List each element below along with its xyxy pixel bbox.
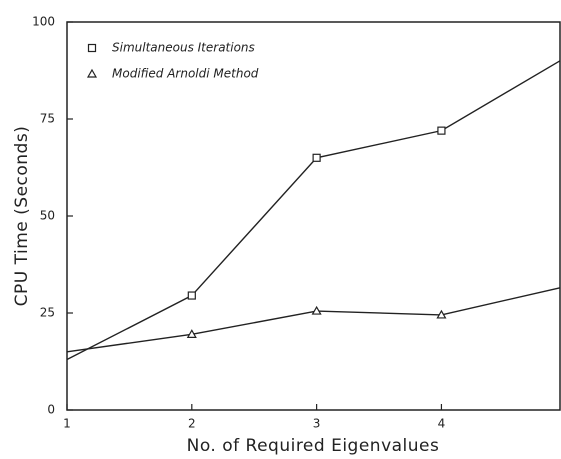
marker — [311, 305, 322, 315]
marker — [87, 43, 97, 53]
marker — [86, 68, 98, 78]
y-tick-label: 75 — [40, 112, 55, 126]
series-line — [66, 287, 561, 353]
legend-label: Simultaneous Iterations — [112, 41, 255, 55]
marker — [187, 291, 196, 300]
y-axis-title: CPU Time (Seconds) — [12, 126, 32, 307]
marker — [437, 126, 446, 135]
x-tick-label: 2 — [188, 417, 196, 431]
x-tick-label: 1 — [63, 417, 71, 431]
y-tick-label: 0 — [47, 403, 55, 417]
y-tick-label: 50 — [40, 209, 55, 223]
marker — [312, 153, 321, 162]
marker — [436, 309, 447, 319]
x-axis-title: No. of Required Eigenvalues — [187, 436, 440, 456]
y-tick-label: 25 — [40, 306, 55, 320]
legend-label: Modified Arnoldi Method — [112, 67, 259, 81]
marker — [186, 329, 197, 338]
series-line — [66, 60, 561, 361]
x-tick-label: 4 — [438, 417, 446, 431]
x-tick-label: 3 — [313, 417, 321, 431]
y-tick-label: 100 — [32, 15, 55, 29]
